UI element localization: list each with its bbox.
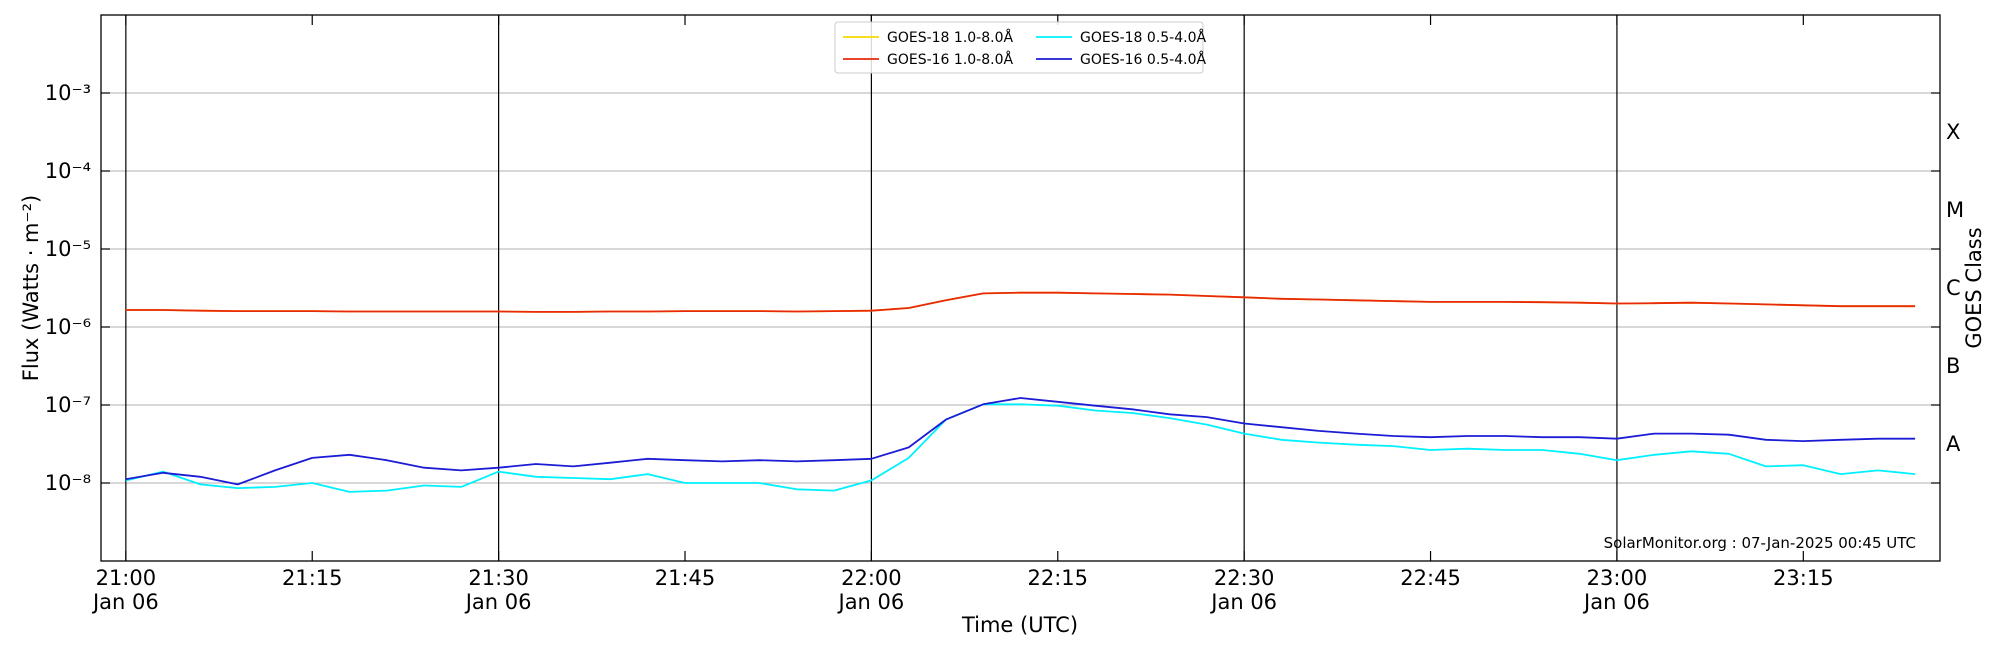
y2-class-label: C: [1946, 276, 1961, 300]
series-line: [125, 403, 1916, 493]
x-tick-label: 22:00: [841, 566, 902, 590]
y2-axis-label: GOES Class: [1962, 227, 1986, 348]
x-tick-date: Jan 06: [837, 590, 905, 614]
x-tick-label: 22:15: [1028, 566, 1089, 590]
annotation: SolarMonitor.org : 07-Jan-2025 00:45 UTC: [1604, 534, 1916, 552]
series-line: [125, 397, 1916, 486]
y-tick-label: 10⁻⁵: [45, 237, 91, 261]
x-tick-label: 23:00: [1587, 566, 1648, 590]
x-tick-date: Jan 06: [464, 590, 532, 614]
x-tick-label: 21:45: [655, 566, 716, 590]
y-tick-label: 10⁻⁶: [45, 315, 91, 339]
plot-frame: [100, 14, 1941, 562]
legend-box: [834, 21, 1204, 74]
legend-label: GOES-18 0.5-4.0Å: [1080, 29, 1206, 46]
y2-class-label: X: [1946, 120, 1960, 144]
y-tick-label: 10⁻⁴: [45, 159, 91, 183]
x-tick-date: Jan 06: [91, 590, 159, 614]
series-line: [125, 291, 1916, 313]
x-tick-label: 21:30: [468, 566, 529, 590]
x-tick-label: 22:30: [1214, 566, 1275, 590]
y2-class-label: B: [1946, 354, 1960, 378]
legend-label: GOES-18 1.0-8.0Å: [887, 29, 1013, 46]
x-axis-label: Time (UTC): [961, 613, 1078, 637]
y-tick-label: 10⁻³: [45, 81, 91, 105]
x-tick-label: 22:45: [1400, 566, 1461, 590]
y2-class-label: M: [1946, 198, 1964, 222]
x-tick-label: 23:15: [1773, 566, 1834, 590]
y2-class-label: A: [1946, 432, 1961, 456]
y-tick-label: 10⁻⁷: [45, 393, 91, 417]
x-tick-label: 21:15: [282, 566, 343, 590]
x-tick-label: 21:00: [96, 566, 157, 590]
y-axis-label: Flux (Watts · m⁻²): [19, 195, 43, 381]
legend-label: GOES-16 1.0-8.0Å: [887, 51, 1013, 68]
y-tick-label: 10⁻⁸: [45, 471, 91, 495]
x-tick-date: Jan 06: [1209, 590, 1277, 614]
legend-label: GOES-16 0.5-4.0Å: [1080, 51, 1206, 68]
x-tick-date: Jan 06: [1582, 590, 1650, 614]
